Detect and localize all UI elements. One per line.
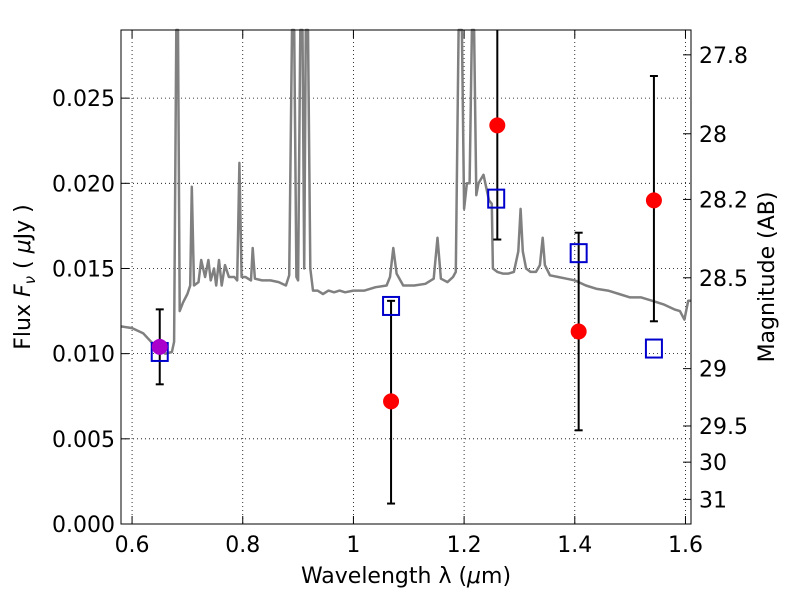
y2-axis-label: Magnitude (AB) (755, 192, 780, 363)
circle-marker (151, 338, 168, 355)
circle-marker (645, 192, 662, 209)
y2-tick-label: 28.5 (699, 267, 748, 292)
plot-frame (120, 29, 692, 525)
x-axis-label-text: Wavelength λ ( (301, 564, 467, 589)
y2-tick-label: 29.5 (699, 415, 748, 440)
circle-marker (489, 117, 506, 134)
x-tick-label: 1.6 (668, 533, 703, 558)
y-tick-label: 0.005 (52, 428, 115, 453)
y-axis-label-sub: ν (21, 276, 39, 284)
y2-axis-ticks: 27.8 28 28.2 28.5 29 29.5 30 31 (683, 44, 748, 513)
square-marker (569, 243, 588, 264)
y2-tick-label: 31 (699, 488, 727, 513)
y-tick-label: 0.020 (52, 172, 115, 197)
y-tick-label: 0.025 (52, 87, 115, 112)
plot-background (121, 30, 691, 524)
y-axis-label: Flux Fν ( μJy ) (11, 204, 39, 349)
square-marker (644, 338, 663, 359)
y-axis-label-symbol: F (11, 284, 36, 297)
x-axis-label-mu: μ (466, 564, 481, 589)
x-tick-label: 1 (346, 533, 360, 558)
y-tick-label: 0.000 (52, 513, 115, 538)
x-axis-label: Wavelength λ (μm) (301, 564, 511, 589)
circle-marker (383, 393, 400, 410)
x-axis-label-unit: m) (481, 564, 511, 589)
y2-tick-label: 28 (699, 123, 727, 148)
y2-tick-label: 29 (699, 358, 727, 383)
x-tick-label: 0.8 (225, 533, 260, 558)
y-axis-label-text: Flux (11, 297, 36, 350)
y-axis-ticks: 0.000 0.005 0.010 0.015 0.020 0.025 (52, 87, 129, 538)
y-tick-label: 0.015 (52, 257, 115, 282)
x-axis-ticks: 0.6 0.8 1 1.2 1.4 1.6 (115, 30, 703, 558)
y2-tick-label: 30 (699, 451, 727, 476)
y-axis-label-unit: Jy ) (11, 204, 36, 241)
x-tick-label: 1.2 (447, 533, 482, 558)
spectrum-series (120, 28, 691, 355)
x-tick-label: 0.6 (115, 533, 150, 558)
square-marker (487, 188, 506, 209)
circle-markers (151, 117, 662, 410)
y-axis-label-mu: μ (11, 239, 36, 254)
y-tick-label: 0.010 (52, 343, 115, 368)
y-axis-label-rest: ( (11, 253, 36, 276)
x-tick-label: 1.4 (557, 533, 592, 558)
circle-marker (570, 323, 587, 340)
y2-tick-label: 27.8 (699, 44, 748, 69)
y2-tick-label: 28.2 (699, 188, 748, 213)
square-marker (382, 295, 401, 316)
spectrum-line (120, 28, 691, 355)
grid-lines (121, 30, 691, 524)
